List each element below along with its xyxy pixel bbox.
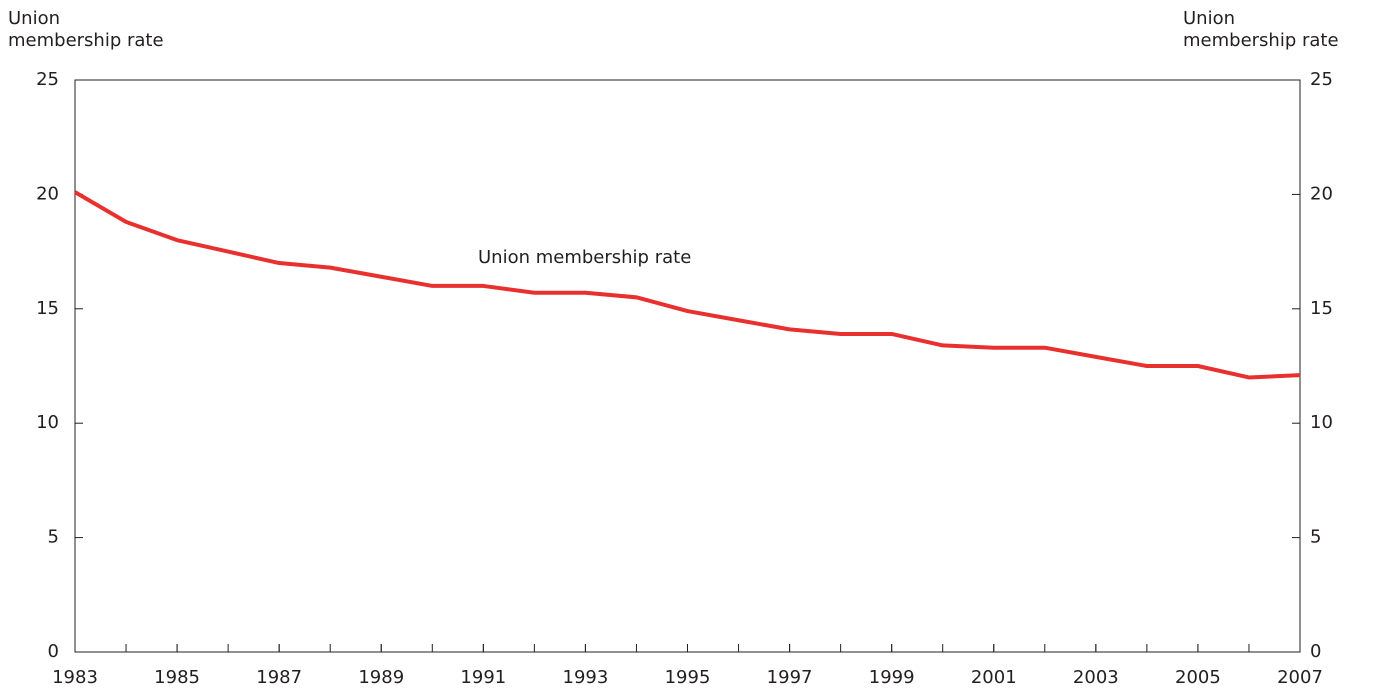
- x-tick-label: 2007: [1277, 667, 1323, 688]
- x-tick-label: 1993: [563, 667, 609, 688]
- x-tick-label: 1987: [256, 667, 302, 688]
- x-tick-label: 1997: [767, 667, 813, 688]
- y-tick-label: 0: [48, 641, 59, 662]
- y2-axis-label: Union membership rate: [1183, 8, 1339, 51]
- x-tick-label: 1989: [358, 667, 404, 688]
- y2-tick-label: 5: [1310, 527, 1321, 548]
- x-tick-label: 2005: [1175, 667, 1221, 688]
- x-tick-label: 2003: [1073, 667, 1119, 688]
- y-tick-label: 5: [48, 527, 59, 548]
- y2-tick-label: 10: [1310, 412, 1333, 433]
- y2-tick-label: 25: [1310, 69, 1333, 90]
- y-tick-label: 20: [36, 183, 59, 204]
- x-tick-label: 1985: [154, 667, 200, 688]
- y-tick-label: 15: [36, 298, 59, 319]
- x-tick-label: 1983: [52, 667, 98, 688]
- y-tick-label: 25: [36, 69, 59, 90]
- y2-tick-label: 0: [1310, 641, 1321, 662]
- y2-tick-label: 20: [1310, 183, 1333, 204]
- y-tick-label: 10: [36, 412, 59, 433]
- x-tick-label: 1995: [665, 667, 711, 688]
- y-axis-label: Union membership rate: [8, 8, 164, 51]
- series-annotation: Union membership rate: [478, 247, 691, 268]
- x-tick-label: 1991: [460, 667, 506, 688]
- series-line: [73, 190, 1301, 380]
- x-tick-label: 2001: [971, 667, 1017, 688]
- y2-tick-label: 15: [1310, 298, 1333, 319]
- x-tick-label: 1999: [869, 667, 915, 688]
- plot-frame: [74, 79, 1301, 653]
